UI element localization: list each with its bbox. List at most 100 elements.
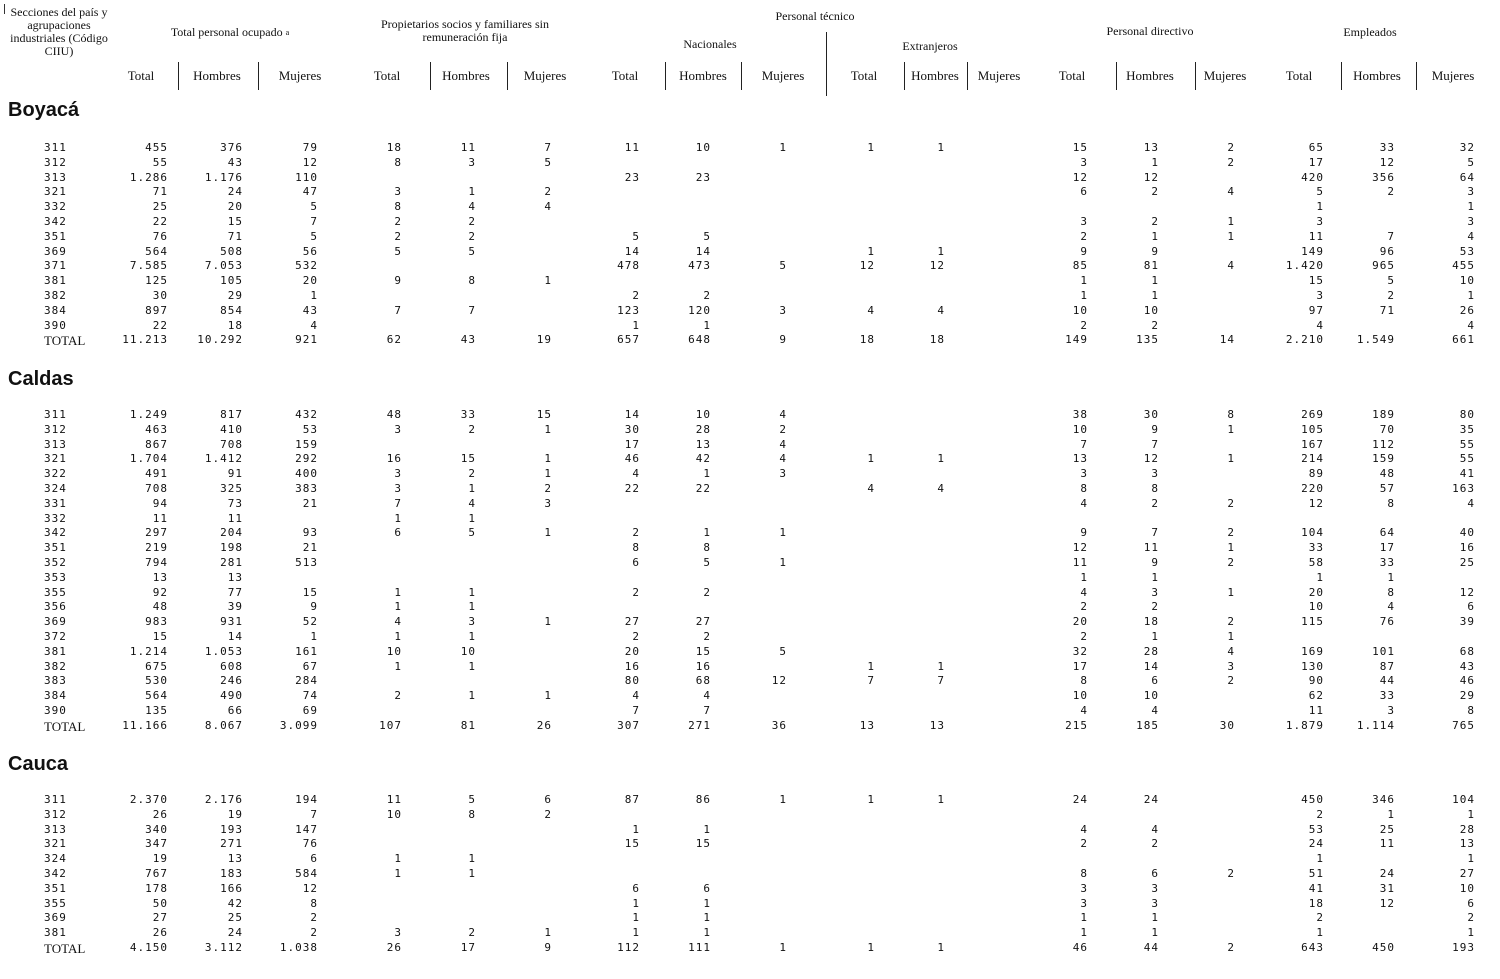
table-cell: 284 [295, 674, 318, 687]
table-cell: 11 [152, 512, 168, 525]
table-cell: 1 [1316, 852, 1324, 865]
table-row: 355 92 77 15 1 1 2 2 4 3 1 20 8 12 [0, 586, 1500, 600]
table-cell: 189 [1372, 408, 1395, 421]
table-cell: 80 [624, 674, 640, 687]
table-cell: 15 [695, 645, 711, 658]
ciiu-code: 312 [44, 808, 67, 821]
table-cell: 2 [703, 586, 711, 599]
table-cell: 7 [1387, 230, 1395, 243]
table-cell: 1 [632, 823, 640, 836]
ciiu-code: TOTAL [44, 941, 86, 956]
table-cell: 4 [937, 304, 945, 317]
column-divider [507, 62, 508, 90]
table-cell: 1.038 [279, 941, 318, 954]
column-divider [1195, 62, 1196, 90]
table-cell: 27 [695, 615, 711, 628]
table-cell: 584 [295, 867, 318, 880]
table-cell: 44 [1379, 674, 1395, 687]
table-cell: 347 [145, 837, 168, 850]
table-cell: 1 [310, 289, 318, 302]
ciiu-code: 353 [44, 571, 67, 584]
table-cell: 2 [1227, 141, 1235, 154]
table-cell: 6 [394, 526, 402, 539]
table-cell: 11 [1072, 556, 1088, 569]
table-cell: 5 [394, 245, 402, 258]
ciiu-code: 382 [44, 660, 67, 673]
table-cell: 7 [867, 674, 875, 687]
table-cell: 3 [1387, 704, 1395, 717]
table-cell: 28 [695, 423, 711, 436]
table-cell: 10 [1072, 304, 1088, 317]
table-cell: 2 [632, 586, 640, 599]
table-cell: 11 [1143, 541, 1159, 554]
table-cell: 1 [937, 793, 945, 806]
ciiu-code: 351 [44, 882, 67, 895]
table-row: 312 463 410 53 3 2 1 30 28 2 10 9 1 105 70 35 [0, 423, 1500, 437]
table-cell: 1 [867, 141, 875, 154]
table-cell: 22 [152, 215, 168, 228]
table-cell: 8 [1080, 674, 1088, 687]
ciiu-code: 331 [44, 497, 67, 510]
table-cell: 27 [1459, 867, 1475, 880]
table-cell: 7 [937, 674, 945, 687]
table-cell: 13 [929, 719, 945, 732]
table-cell: 15 [1072, 141, 1088, 154]
table-row: 381 26 24 2 3 2 1 1 1 1 1 1 1 [0, 926, 1500, 940]
table-cell: 4 [310, 319, 318, 332]
table-cell: 1.286 [129, 171, 168, 184]
table-cell: 30 [152, 289, 168, 302]
table-cell: 76 [302, 837, 318, 850]
ciiu-code: 313 [44, 171, 67, 184]
stub-header: Secciones del país y agrupaciones indust… [10, 5, 108, 58]
table-cell: 400 [295, 467, 318, 480]
total-row: TOTAL 4.150 3.112 1.038 26 17 9 112 111 1 1 1 46 44 2 6… [0, 941, 1500, 956]
table-row: 382 675 608 67 1 1 16 16 1 1 17 14 3 130 87 43 [0, 660, 1500, 674]
table-cell: 20 [1072, 615, 1088, 628]
table-cell: 292 [295, 452, 318, 465]
table-cell: 130 [1301, 660, 1324, 673]
table-cell: 5 [779, 259, 787, 272]
table-cell: 4 [867, 482, 875, 495]
table-cell: 1 [1467, 926, 1475, 939]
table-row: 311 1.249 817 432 48 33 15 14 10 4 38 30 8 269 189 80 [0, 408, 1500, 422]
table-cell: 24 [227, 926, 243, 939]
table-row: 351 219 198 21 8 8 12 11 1 33 17 16 [0, 541, 1500, 555]
table-cell: 43 [460, 333, 476, 346]
table-cell: 2 [632, 526, 640, 539]
table-cell: 5 [1387, 274, 1395, 287]
table-cell: 1 [468, 689, 476, 702]
table-cell: 15 [624, 837, 640, 850]
table-cell: 420 [1301, 171, 1324, 184]
table-row: 372 15 14 1 1 1 2 2 2 1 1 [0, 630, 1500, 644]
table-cell: 9 [1151, 245, 1159, 258]
table-cell: 73 [227, 497, 243, 510]
table-cell: 110 [295, 171, 318, 184]
table-cell: 1 [544, 423, 552, 436]
table-cell: 3 [394, 926, 402, 939]
column-divider [665, 62, 666, 90]
ciiu-code: 332 [44, 512, 67, 525]
table-cell: 50 [152, 897, 168, 910]
table-cell: 8 [1467, 704, 1475, 717]
table-cell: 5 [544, 156, 552, 169]
table-cell: 57 [1379, 482, 1395, 495]
table-cell: 96 [1379, 245, 1395, 258]
table-cell: 20 [227, 200, 243, 213]
table-cell: 55 [1459, 452, 1475, 465]
table-cell: 2 [1227, 867, 1235, 880]
table-cell: 1.704 [129, 452, 168, 465]
table-cell: 281 [220, 556, 243, 569]
ciiu-code: 356 [44, 600, 67, 613]
table-cell: 5 [468, 245, 476, 258]
table-cell: 18 [859, 333, 875, 346]
table-cell: 1 [1316, 571, 1324, 584]
column-header: Total [850, 68, 878, 83]
table-cell: 193 [1452, 941, 1475, 954]
table-cell: 35 [1459, 423, 1475, 436]
table-cell: 10 [460, 645, 476, 658]
column-header: Hombres [1353, 68, 1401, 83]
table-cell: 2 [632, 289, 640, 302]
table-cell: 17 [460, 941, 476, 954]
column-header: Mujeres [977, 68, 1021, 83]
table-cell: 2.176 [204, 793, 243, 806]
